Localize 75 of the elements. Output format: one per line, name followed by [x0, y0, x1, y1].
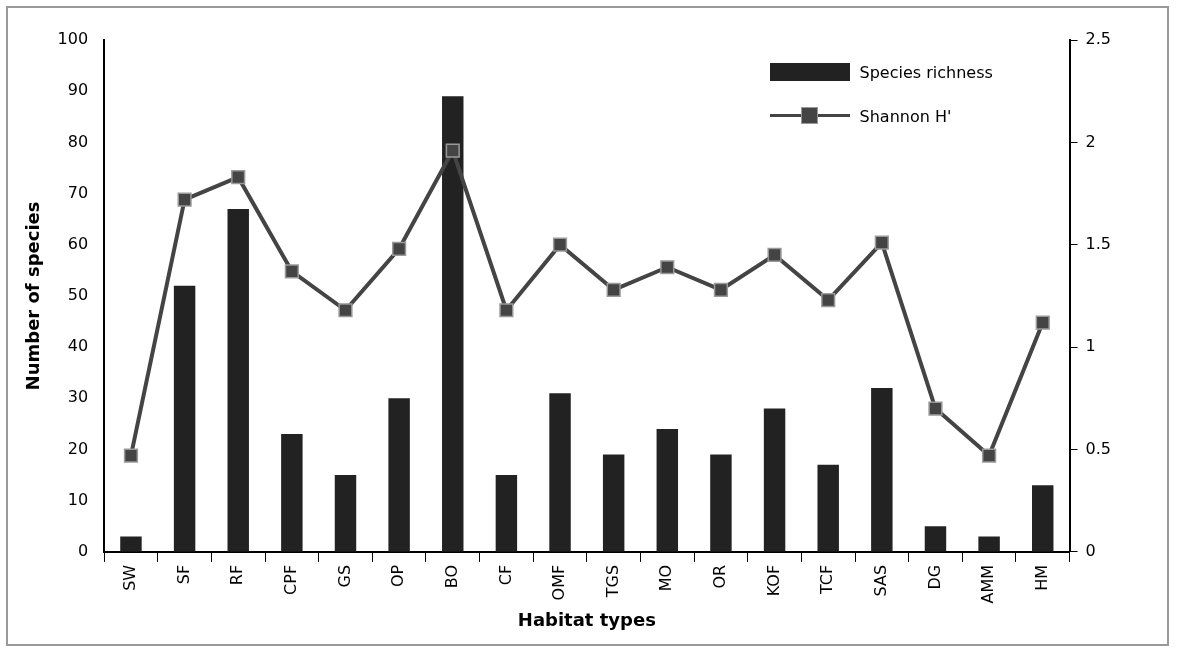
x-tick-label: TGS [602, 564, 622, 599]
bar [442, 96, 464, 552]
point [177, 192, 192, 207]
bar [763, 408, 786, 552]
y-tick-label: 70 [67, 182, 89, 202]
bar [549, 393, 571, 552]
bar [495, 475, 518, 552]
x-tick-label: HM [1031, 564, 1051, 591]
x-tick-label: CF [495, 564, 515, 586]
bar [602, 454, 625, 552]
point [123, 448, 139, 463]
y-tick-label: 0 [77, 541, 89, 560]
bar [817, 464, 839, 552]
point [767, 247, 782, 263]
y2-tick-label: 2.5 [1085, 29, 1112, 49]
bar [388, 398, 410, 552]
point [874, 235, 889, 250]
point [231, 170, 246, 185]
bar [1032, 485, 1054, 552]
x-tick-label: MO [656, 564, 676, 592]
point [981, 448, 997, 463]
x-tick-label: SF [173, 564, 193, 585]
y-tick-label: 100 [57, 29, 89, 49]
x-tick-label: BO [441, 564, 461, 589]
bar [656, 429, 679, 552]
x-tick-label: SW [120, 564, 140, 591]
bar [924, 526, 947, 552]
x-tick-label: RF [227, 564, 247, 586]
y2-tick-label: 1.5 [1085, 233, 1112, 253]
x-tick-label: TCF [817, 564, 837, 596]
y-tick-label: 50 [67, 285, 89, 305]
point [392, 241, 407, 256]
y-tick-label: 10 [67, 489, 89, 509]
y-tick-label: 90 [67, 80, 89, 100]
y2-tick-label: 0 [1085, 541, 1096, 560]
point [1035, 315, 1050, 330]
bar [281, 434, 303, 552]
y-tick-label: 80 [67, 131, 89, 151]
x-tick-label: OP [388, 564, 408, 588]
point [713, 282, 729, 297]
legend-label: Shannon H' [859, 106, 952, 126]
bar [710, 454, 732, 552]
bar [871, 388, 893, 552]
y2-tick-label: 0.5 [1085, 438, 1112, 458]
y2-tick-label: 1 [1085, 336, 1096, 356]
point [445, 143, 460, 158]
bar [227, 208, 249, 552]
point [499, 303, 514, 318]
x-tick-label: AMM [978, 564, 998, 604]
x-tick-label: OR [710, 564, 730, 589]
y-tick-label: 60 [67, 233, 89, 253]
bar [334, 475, 357, 552]
point [928, 401, 943, 416]
x-tick-label: DG [924, 564, 944, 590]
x-tick-label: CPF [281, 564, 301, 595]
point [821, 292, 836, 308]
point [552, 237, 568, 252]
legend-label: Species richness [859, 62, 993, 82]
point [284, 264, 299, 279]
x-tick-label: SAS [870, 564, 890, 597]
point [606, 282, 621, 297]
y-tick-label: 20 [67, 438, 89, 458]
bar [120, 536, 142, 552]
bar [173, 285, 196, 552]
point [338, 303, 353, 318]
x-axis-title: Habitat types [517, 608, 656, 630]
y-tick-label: 40 [67, 336, 89, 356]
y-axis-title: Number of species [22, 201, 44, 391]
y2-tick-label: 2 [1085, 131, 1096, 151]
y-tick-label: 30 [67, 387, 89, 407]
bar [978, 536, 1000, 552]
x-tick-label: GS [334, 564, 354, 588]
point [660, 260, 675, 275]
x-tick-label: KOF [763, 564, 783, 597]
x-tick-label: OMF [549, 564, 569, 601]
